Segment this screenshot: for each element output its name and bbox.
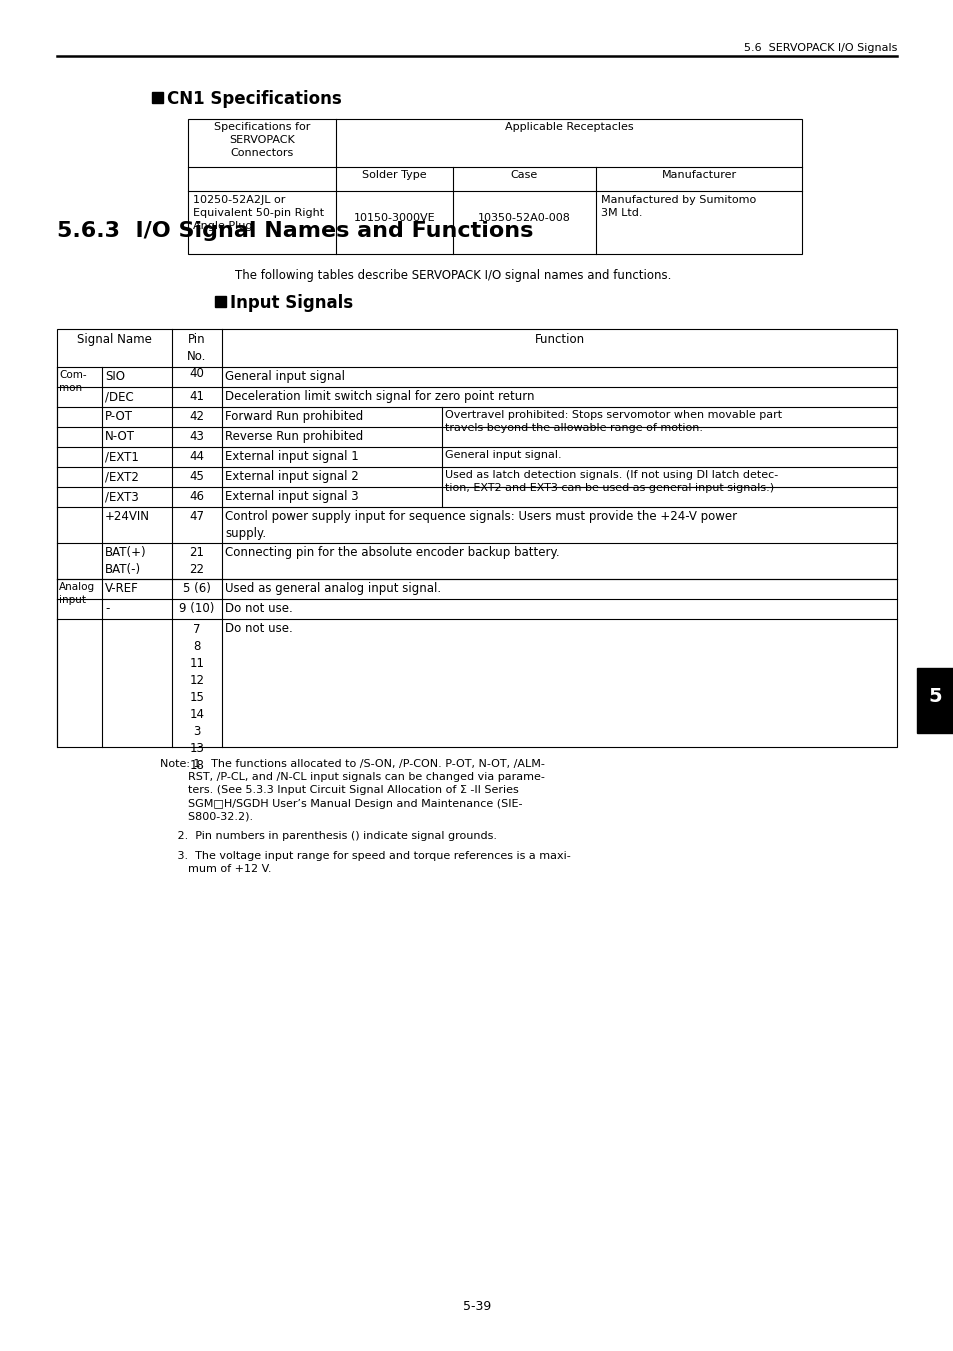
Text: Pin
No.: Pin No.: [187, 332, 207, 363]
Text: Signal Name: Signal Name: [77, 332, 152, 346]
Text: 5 (6): 5 (6): [183, 582, 211, 594]
Text: 10150-3000VE: 10150-3000VE: [354, 213, 435, 223]
Text: Manufactured by Sumitomo
3M Ltd.: Manufactured by Sumitomo 3M Ltd.: [600, 195, 756, 219]
Text: SIO: SIO: [105, 370, 125, 382]
Text: 46: 46: [190, 490, 204, 503]
Text: Function: Function: [534, 332, 584, 346]
Text: Connecting pin for the absolute encoder backup battery.: Connecting pin for the absolute encoder …: [225, 546, 559, 559]
Text: 42: 42: [190, 409, 204, 423]
Text: Input Signals: Input Signals: [230, 295, 353, 312]
Text: Specifications for
SERVOPACK
Connectors: Specifications for SERVOPACK Connectors: [213, 122, 310, 158]
Text: General input signal.: General input signal.: [444, 450, 561, 459]
Text: 7
8
11
12
15
14
3
13
18: 7 8 11 12 15 14 3 13 18: [190, 623, 204, 771]
Text: External input signal 2: External input signal 2: [225, 470, 358, 484]
Text: 3.  The voltage input range for speed and torque references is a maxi-
        m: 3. The voltage input range for speed and…: [160, 851, 570, 874]
Text: The following tables describe SERVOPACK I/O signal names and functions.: The following tables describe SERVOPACK …: [234, 269, 671, 282]
Text: Do not use.: Do not use.: [225, 621, 293, 635]
Text: 5: 5: [927, 686, 941, 705]
Text: Control power supply input for sequence signals: Users must provide the +24-V po: Control power supply input for sequence …: [225, 509, 737, 540]
Text: Used as latch detection signals. (If not using DI latch detec-
tion, EXT2 and EX: Used as latch detection signals. (If not…: [444, 470, 778, 493]
Text: 2.  Pin numbers in parenthesis () indicate signal grounds.: 2. Pin numbers in parenthesis () indicat…: [160, 831, 497, 842]
Text: 41: 41: [190, 390, 204, 403]
Text: External input signal 3: External input signal 3: [225, 490, 358, 503]
Text: Note: 1.  The functions allocated to /S-ON, /P-CON. P-OT, N-OT, /ALM-
        RS: Note: 1. The functions allocated to /S-O…: [160, 759, 544, 821]
Text: Overtravel prohibited: Stops servomotor when movable part
travels beyond the all: Overtravel prohibited: Stops servomotor …: [444, 409, 781, 434]
Text: Do not use.: Do not use.: [225, 603, 293, 615]
Bar: [214, 296, 226, 307]
Text: Deceleration limit switch signal for zero point return: Deceleration limit switch signal for zer…: [225, 390, 534, 403]
Bar: [188, 119, 801, 254]
Text: 5.6  SERVOPACK I/O Signals: 5.6 SERVOPACK I/O Signals: [742, 43, 896, 53]
Text: Applicable Receptacles: Applicable Receptacles: [504, 122, 633, 132]
Text: CN1 Specifications: CN1 Specifications: [167, 91, 341, 108]
Text: V-REF: V-REF: [105, 582, 138, 594]
Text: 45: 45: [190, 470, 204, 484]
Text: 9 (10): 9 (10): [179, 603, 214, 615]
Text: Case: Case: [511, 170, 537, 180]
Text: N-OT: N-OT: [105, 430, 135, 443]
Text: 5-39: 5-39: [462, 1300, 491, 1313]
Text: Used as general analog input signal.: Used as general analog input signal.: [225, 582, 440, 594]
Text: +24VIN: +24VIN: [105, 509, 150, 523]
Text: External input signal 1: External input signal 1: [225, 450, 358, 463]
Text: BAT(+)
BAT(-): BAT(+) BAT(-): [105, 546, 147, 576]
Text: /DEC: /DEC: [105, 390, 133, 403]
Bar: [57, 330, 896, 747]
Text: 10250-52A2JL or
Equivalent 50-pin Right
Angle Plug: 10250-52A2JL or Equivalent 50-pin Right …: [193, 195, 324, 231]
Text: 10350-52A0-008: 10350-52A0-008: [477, 213, 570, 223]
Text: /EXT3: /EXT3: [105, 490, 138, 503]
Text: Reverse Run prohibited: Reverse Run prohibited: [225, 430, 363, 443]
Text: 44: 44: [190, 450, 204, 463]
Text: Com-
mon: Com- mon: [59, 370, 87, 393]
Bar: [916, 667, 953, 734]
Text: 21
22: 21 22: [190, 546, 204, 576]
Text: 5.6.3  I/O Signal Names and Functions: 5.6.3 I/O Signal Names and Functions: [57, 222, 533, 240]
Text: -: -: [105, 603, 110, 615]
Text: Forward Run prohibited: Forward Run prohibited: [225, 409, 363, 423]
Text: 43: 43: [190, 430, 204, 443]
Text: P-OT: P-OT: [105, 409, 132, 423]
Text: 47: 47: [190, 509, 204, 523]
Text: Solder Type: Solder Type: [362, 170, 426, 180]
Text: General input signal: General input signal: [225, 370, 345, 382]
Bar: [152, 92, 163, 103]
Text: /EXT1: /EXT1: [105, 450, 139, 463]
Text: /EXT2: /EXT2: [105, 470, 139, 484]
Text: Manufacturer: Manufacturer: [660, 170, 736, 180]
Text: 40: 40: [190, 367, 204, 380]
Text: Analog
input: Analog input: [59, 582, 95, 605]
